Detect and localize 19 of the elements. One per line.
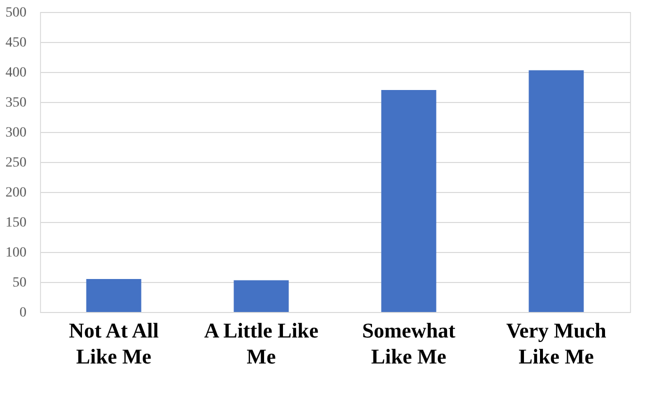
y-tick-label: 300: [6, 126, 26, 140]
y-tick-label: 500: [6, 6, 26, 20]
x-tick-label: Not At All Like Me: [68, 318, 159, 368]
y-tick-label: 200: [6, 186, 26, 200]
bar: [528, 70, 584, 312]
x-tick-label: Very Much Like Me: [506, 318, 607, 368]
bar: [381, 90, 436, 312]
bar: [86, 279, 142, 312]
x-tick-label: A Little Like Me: [204, 318, 318, 368]
y-tick-label: 50: [12, 276, 26, 290]
y-tick-label: 0: [20, 306, 26, 320]
y-tick-label: 350: [6, 96, 26, 110]
y-tick-label: 400: [6, 66, 26, 80]
y-tick-label: 450: [6, 36, 26, 50]
y-tick-label: 250: [6, 156, 26, 170]
bar: [234, 280, 289, 312]
x-tick-label: Somewhat Like Me: [362, 318, 456, 368]
y-tick-label: 150: [6, 216, 26, 230]
y-tick-label: 100: [6, 246, 26, 260]
